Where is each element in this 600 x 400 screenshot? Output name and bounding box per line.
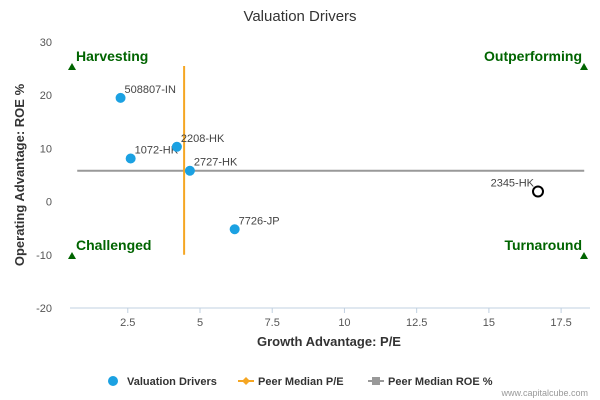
quadrant-label-turnaround: Turnaround — [504, 237, 582, 253]
quadrant-label-harvesting: Harvesting — [76, 48, 148, 64]
legend[interactable]: Valuation Drivers Peer Median P/E Peer Med… — [108, 376, 493, 388]
data-point-marker[interactable] — [125, 153, 136, 164]
data-point-label: 508807-IN — [125, 84, 176, 96]
x-tick-label: 15 — [483, 317, 495, 329]
data-point-marker[interactable] — [229, 224, 240, 235]
x-tick-label: 12.5 — [406, 317, 427, 329]
quadrant-marker-harvesting — [68, 63, 76, 70]
legend-item[interactable]: Peer Median ROE % — [368, 376, 493, 388]
plot-area: 2.5 5 7.5 10 12.5 15 17.5 -20 -10 0 10 20 30 Harvesti… — [36, 37, 590, 329]
quadrant-marker-outperforming — [580, 63, 588, 70]
legend-item[interactable]: Valuation Drivers — [108, 376, 217, 388]
data-point-label: 2345-HK — [491, 177, 535, 189]
data-point[interactable]: 1072-HK — [125, 145, 179, 164]
data-point-marker[interactable] — [115, 92, 126, 103]
data-point[interactable]: 7726-JP — [229, 215, 280, 235]
x-axis-title: Growth Advantage: P/E — [257, 334, 401, 349]
data-point-marker[interactable] — [532, 185, 544, 198]
y-tick-label: -10 — [36, 250, 52, 262]
legend-dot-icon — [108, 376, 118, 386]
y-tick-label: 10 — [40, 143, 52, 155]
data-point-label: 7726-JP — [239, 215, 280, 227]
y-tick-label: 30 — [40, 37, 52, 49]
data-point[interactable]: 2345-HK — [491, 177, 544, 198]
credit-text: www.capitalcube.com — [500, 388, 588, 398]
legend-label: Peer Median ROE % — [388, 376, 493, 388]
y-tick-label: 20 — [40, 90, 52, 102]
data-point[interactable]: 2208-HK — [171, 133, 225, 152]
quadrant-label-challenged: Challenged — [76, 237, 151, 253]
x-tick-label: 10 — [338, 317, 350, 329]
y-tick-label: 0 — [46, 197, 52, 209]
y-axis-title: Operating Advantage: ROE % — [12, 83, 27, 266]
x-tick-label: 2.5 — [120, 317, 135, 329]
legend-diamond-icon — [242, 377, 250, 385]
legend-label: Peer Median P/E — [258, 376, 344, 388]
legend-square-icon — [372, 377, 380, 385]
y-tick-label: -20 — [36, 303, 52, 315]
data-point-label: 2727-HK — [194, 157, 238, 169]
x-tick-label: 17.5 — [550, 317, 571, 329]
data-point[interactable]: 2727-HK — [184, 157, 238, 176]
data-point-label: 2208-HK — [181, 133, 225, 145]
chart-title: Valuation Drivers — [243, 8, 356, 25]
x-tick-label: 5 — [197, 317, 203, 329]
quadrant-label-outperforming: Outperforming — [484, 48, 582, 64]
legend-item[interactable]: Peer Median P/E — [238, 376, 344, 388]
quadrant-marker-challenged — [68, 252, 76, 259]
x-tick-label: 7.5 — [265, 317, 280, 329]
data-point-marker[interactable] — [171, 141, 182, 152]
data-point[interactable]: 508807-IN — [115, 84, 176, 103]
quadrant-marker-turnaround — [580, 252, 588, 259]
data-point-marker[interactable] — [184, 165, 195, 176]
legend-label: Valuation Drivers — [127, 376, 217, 388]
data-point-label: 1072-HK — [135, 145, 179, 157]
